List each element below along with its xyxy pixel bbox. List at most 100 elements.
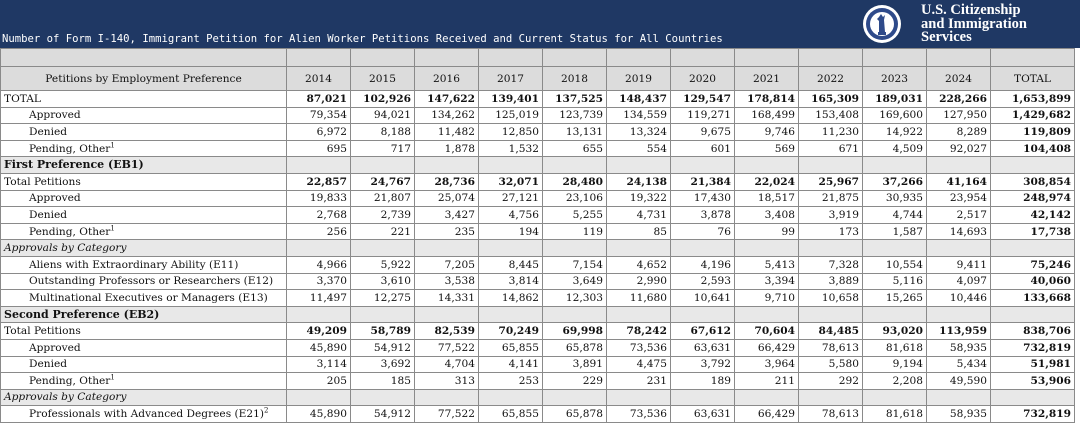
value-cell xyxy=(350,239,415,257)
value-cell xyxy=(734,156,799,174)
section-row: First Preference (EB1) xyxy=(0,156,1075,174)
value-cell xyxy=(414,305,479,324)
value-cell: 65,878 xyxy=(542,338,607,357)
value-cell: 554 xyxy=(606,139,671,158)
value-cell: 13,324 xyxy=(606,123,671,141)
value-cell: 69,998 xyxy=(542,322,607,340)
table-row: Aliens with Extraordinary Ability (E11) 4… xyxy=(0,255,1075,274)
value-cell: 7,154 xyxy=(542,255,607,274)
category-row: Approvals by Category xyxy=(0,239,1075,257)
value-cell: 5,116 xyxy=(862,272,927,291)
value-cell xyxy=(478,239,543,257)
value-cell: 292 xyxy=(798,372,863,390)
row-label-text: First Preference (EB1) xyxy=(4,158,144,172)
value-cell: 1,587 xyxy=(862,222,927,241)
value-cell: 5,580 xyxy=(798,355,863,374)
spacer-cell xyxy=(286,48,351,67)
value-cell xyxy=(286,156,351,174)
value-cell: 78,613 xyxy=(798,405,863,423)
table-row: Denied 6,972 8,188 11,482 12,850 13,131 13,324… xyxy=(0,123,1075,141)
total-cell: 119,809 xyxy=(990,123,1075,141)
value-cell: 66,429 xyxy=(734,338,799,357)
row-label: Approvals by Category xyxy=(0,388,287,407)
value-cell: 221 xyxy=(350,222,415,241)
value-cell: 4,509 xyxy=(862,139,927,158)
value-cell: 8,445 xyxy=(478,255,543,274)
value-cell xyxy=(414,388,479,407)
value-cell: 73,536 xyxy=(606,338,671,357)
spacer-cell xyxy=(0,48,287,67)
value-cell: 127,950 xyxy=(926,106,991,125)
value-cell xyxy=(670,239,735,257)
value-cell: 22,024 xyxy=(734,172,799,191)
spacer-cell xyxy=(350,48,415,67)
value-cell: 49,209 xyxy=(286,322,351,340)
year-header: 2022 xyxy=(798,66,863,91)
value-cell xyxy=(414,156,479,174)
row-label: Denied xyxy=(0,206,287,224)
row-label: Approvals by Category xyxy=(0,239,287,257)
value-cell: 5,434 xyxy=(926,355,991,374)
row-label-text: Pending, Other xyxy=(29,142,111,155)
value-cell: 77,522 xyxy=(414,338,479,357)
total-cell: 1,653,899 xyxy=(990,90,1075,108)
value-cell xyxy=(478,305,543,324)
value-cell: 84,485 xyxy=(798,322,863,340)
row-label-text: Approvals by Category xyxy=(4,242,127,255)
row-label-text: TOTAL xyxy=(4,92,41,105)
row-label-text: Denied xyxy=(29,125,68,138)
total-cell: 732,819 xyxy=(990,405,1075,423)
value-cell: 58,935 xyxy=(926,338,991,357)
value-cell xyxy=(734,305,799,324)
value-cell: 205 xyxy=(286,372,351,390)
value-cell: 14,331 xyxy=(414,289,479,307)
row-label-text: Pending, Other xyxy=(29,225,111,238)
value-cell xyxy=(606,239,671,257)
value-cell: 58,935 xyxy=(926,405,991,423)
value-cell: 49,590 xyxy=(926,372,991,390)
total-cell: 53,906 xyxy=(990,372,1075,390)
value-cell: 3,370 xyxy=(286,272,351,291)
value-cell: 65,878 xyxy=(542,405,607,423)
value-cell: 10,641 xyxy=(670,289,735,307)
spacer-cell xyxy=(926,48,991,67)
value-cell: 19,322 xyxy=(606,189,671,208)
value-cell xyxy=(926,388,991,407)
total-cell xyxy=(990,388,1075,407)
value-cell: 23,106 xyxy=(542,189,607,208)
total-cell: 838,706 xyxy=(990,322,1075,340)
year-header: 2018 xyxy=(542,66,607,91)
value-cell: 25,967 xyxy=(798,172,863,191)
value-cell: 12,850 xyxy=(478,123,543,141)
row-label: Multinational Executives or Managers (E1… xyxy=(0,289,287,307)
row-label: Approved xyxy=(0,189,287,208)
value-cell: 5,255 xyxy=(542,206,607,224)
agency-name: U.S. Citizenship and Immigration Service… xyxy=(921,2,1027,45)
value-cell: 9,194 xyxy=(862,355,927,374)
value-cell: 123,739 xyxy=(542,106,607,125)
value-cell: 10,554 xyxy=(862,255,927,274)
value-cell: 119,271 xyxy=(670,106,735,125)
value-cell: 32,071 xyxy=(478,172,543,191)
row-label-text: Approved xyxy=(29,341,81,354)
value-cell: 1,532 xyxy=(478,139,543,158)
value-cell xyxy=(350,388,415,407)
value-cell: 147,622 xyxy=(414,90,479,108)
value-cell: 4,652 xyxy=(606,255,671,274)
value-cell: 81,618 xyxy=(862,338,927,357)
value-cell: 9,710 xyxy=(734,289,799,307)
total-cell: 104,408 xyxy=(990,139,1075,158)
row-label: Pending, Other1 xyxy=(0,372,287,390)
total-cell xyxy=(990,305,1075,324)
total-cell: 40,060 xyxy=(990,272,1075,291)
year-header: 2020 xyxy=(670,66,735,91)
value-cell: 11,680 xyxy=(606,289,671,307)
value-cell: 11,497 xyxy=(286,289,351,307)
value-cell xyxy=(478,156,543,174)
row-label: First Preference (EB1) xyxy=(0,156,287,174)
value-cell: 2,990 xyxy=(606,272,671,291)
row-label: Outstanding Professors or Researchers (E… xyxy=(0,272,287,291)
spacer-cell xyxy=(606,48,671,67)
table-row: Pending, Other1 205 185 313 253 229 231 189 211 2… xyxy=(0,372,1075,390)
value-cell: 229 xyxy=(542,372,607,390)
